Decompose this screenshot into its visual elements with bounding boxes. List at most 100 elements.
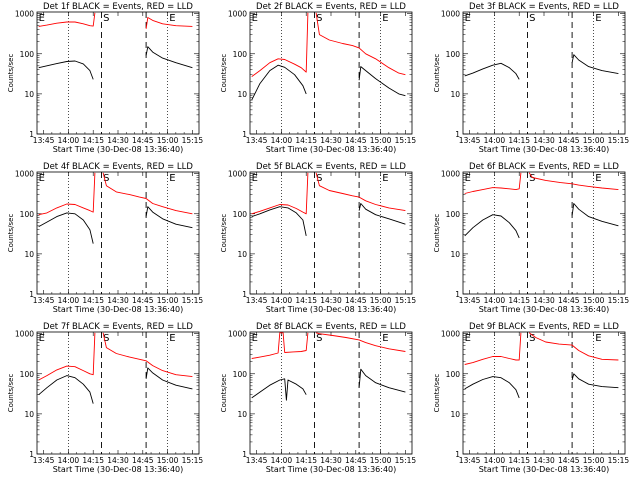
x-tick-label: 15:15 xyxy=(395,136,417,145)
events-series-line xyxy=(464,214,520,239)
panel-9: Det 9f BLACK = Events, RED = LLD 1 10 100 10… xyxy=(433,322,629,474)
x-tick-label: 13:45 xyxy=(33,136,55,145)
x-tick-label: 14:45 xyxy=(345,296,367,305)
plot-frame xyxy=(36,171,200,295)
y-tick-label: 10 xyxy=(450,90,460,99)
x-tick-label: 15:00 xyxy=(370,296,392,305)
y-tick-label: 1 xyxy=(242,290,247,299)
y-tick-label: 1000 xyxy=(15,10,34,19)
interval-marker-label: E xyxy=(465,333,471,344)
x-tick-label: 13:45 xyxy=(33,456,55,465)
panel-title: Det 7f BLACK = Events, RED = LLD xyxy=(43,322,193,332)
events-series-line xyxy=(358,66,406,97)
x-tick-label: 15:15 xyxy=(182,456,204,465)
y-axis-label: Counts/sec xyxy=(220,214,228,253)
y-tick-label: 10 xyxy=(24,250,34,259)
lld-series-line xyxy=(315,12,406,76)
x-axis-label: Start Time (30-Dec-08 13:36:40) xyxy=(53,305,184,314)
x-tick-label: 15:00 xyxy=(370,456,392,465)
x-tick-label: 13:45 xyxy=(246,296,268,305)
x-tick-label: 15:15 xyxy=(608,456,630,465)
x-tick-label: 14:45 xyxy=(558,136,580,145)
x-tick-label: 14:15 xyxy=(82,456,104,465)
x-axis-label: Start Time (30-Dec-08 13:36:40) xyxy=(53,465,184,474)
events-series-line xyxy=(251,206,307,236)
interval-marker-label: E xyxy=(382,173,388,184)
events-series-line xyxy=(464,376,520,399)
events-series-line xyxy=(571,54,619,75)
events-series-line xyxy=(571,203,619,227)
x-tick-label: 15:00 xyxy=(583,136,605,145)
events-series-line xyxy=(38,60,94,80)
events-series-line xyxy=(251,64,307,101)
y-tick-label: 1 xyxy=(29,130,34,139)
y-tick-label: 1 xyxy=(455,450,460,459)
lld-series-line xyxy=(528,332,619,361)
panel-4: Det 4f BLACK = Events, RED = LLD 1 10 100 10… xyxy=(7,162,203,314)
x-tick-label: 15:00 xyxy=(157,136,179,145)
interval-marker-label: S xyxy=(103,333,109,344)
y-axis-label: Counts/sec xyxy=(433,214,441,253)
lld-series-line xyxy=(315,172,406,212)
y-tick-label: 100 xyxy=(233,210,248,219)
x-tick-label: 14:45 xyxy=(132,296,154,305)
x-tick-label: 14:00 xyxy=(58,136,80,145)
lld-series-line xyxy=(102,172,193,215)
x-tick-label: 14:30 xyxy=(533,296,555,305)
events-series-line xyxy=(145,46,193,69)
y-tick-label: 100 xyxy=(446,210,461,219)
x-tick-label: 15:15 xyxy=(608,296,630,305)
x-tick-label: 14:00 xyxy=(271,136,293,145)
plot-frame xyxy=(249,171,413,295)
x-tick-label: 15:00 xyxy=(583,456,605,465)
y-axis-label: Counts/sec xyxy=(220,54,228,93)
panel-title: Det 1f BLACK = Events, RED = LLD xyxy=(43,2,193,12)
x-tick-label: 14:00 xyxy=(58,456,80,465)
y-axis-label: Counts/sec xyxy=(7,54,15,93)
y-axis-label: Counts/sec xyxy=(7,374,15,413)
x-tick-label: 13:45 xyxy=(246,136,268,145)
y-axis-label: Counts/sec xyxy=(7,214,15,253)
events-series-line xyxy=(145,206,193,229)
x-axis-label: Start Time (30-Dec-08 13:36:40) xyxy=(266,465,397,474)
interval-marker-label: S xyxy=(316,333,322,344)
y-tick-label: 10 xyxy=(24,410,34,419)
x-tick-label: 14:00 xyxy=(484,456,506,465)
x-tick-label: 14:15 xyxy=(295,136,317,145)
x-tick-label: 13:45 xyxy=(459,456,481,465)
interval-marker-label: E xyxy=(39,173,45,184)
x-tick-label: 14:30 xyxy=(107,456,129,465)
y-tick-label: 1 xyxy=(455,290,460,299)
plot-frame xyxy=(462,331,626,455)
panel-6: Det 6f BLACK = Events, RED = LLD 1 10 100 10… xyxy=(433,162,629,314)
plot-frame xyxy=(36,11,200,135)
interval-marker-label: E xyxy=(252,173,258,184)
interval-marker-label: S xyxy=(529,13,535,24)
y-tick-label: 1000 xyxy=(441,170,460,179)
panel-5: Det 5f BLACK = Events, RED = LLD 1 10 100 10… xyxy=(220,162,416,314)
x-tick-label: 15:15 xyxy=(608,136,630,145)
interval-marker-label: S xyxy=(316,173,322,184)
panel-title: Det 3f BLACK = Events, RED = LLD xyxy=(469,2,619,12)
lld-series-line xyxy=(145,17,193,29)
x-tick-label: 14:45 xyxy=(132,136,154,145)
interval-marker-label: E xyxy=(169,173,175,184)
panel-8: Det 8f BLACK = Events, RED = LLD 1 10 100 10… xyxy=(220,322,416,474)
x-tick-label: 14:15 xyxy=(295,456,317,465)
x-tick-label: 14:45 xyxy=(345,456,367,465)
interval-marker-label: E xyxy=(39,333,45,344)
plot-frame xyxy=(249,331,413,455)
panel-2: Det 2f BLACK = Events, RED = LLD 1 10 100 10… xyxy=(220,2,416,154)
interval-marker-label: S xyxy=(103,13,109,24)
interval-marker-label: E xyxy=(169,333,175,344)
interval-marker-label: E xyxy=(39,13,45,24)
interval-marker-label: E xyxy=(595,13,601,24)
y-tick-label: 1000 xyxy=(441,10,460,19)
events-series-line xyxy=(145,367,193,390)
y-tick-label: 1000 xyxy=(441,330,460,339)
y-tick-label: 10 xyxy=(237,90,247,99)
lld-series-line xyxy=(251,12,309,77)
plot-frame xyxy=(249,11,413,135)
interval-marker-label: E xyxy=(169,13,175,24)
